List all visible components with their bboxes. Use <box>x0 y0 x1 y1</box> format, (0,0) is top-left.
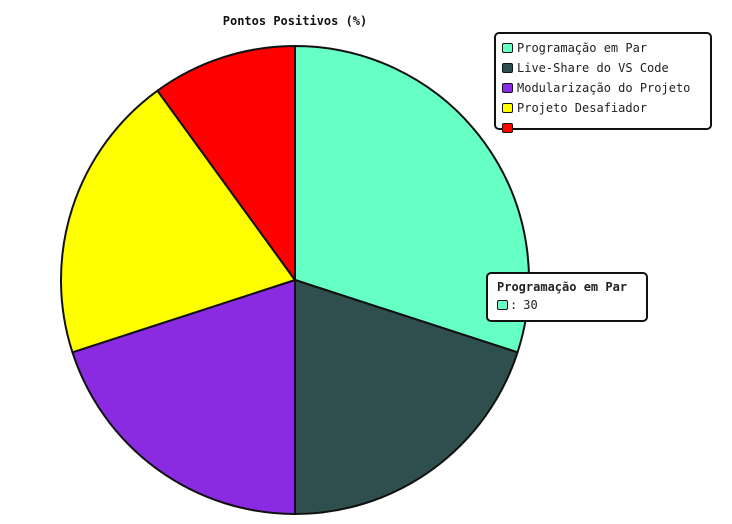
chart-legend: Programação em Par Live-Share do VS Code M… <box>494 32 712 133</box>
pie-slice-4[interactable] <box>59 89 296 354</box>
pie-slice-3[interactable] <box>71 279 296 515</box>
legend-label-1: Programação em Par <box>517 41 648 55</box>
tooltip-swatch <box>497 300 508 310</box>
legend-swatch-4 <box>502 103 513 113</box>
legend-item-1[interactable]: Programação em Par <box>502 38 710 58</box>
pie-slice-2[interactable] <box>294 279 519 515</box>
legend-swatch-1 <box>502 43 513 53</box>
legend-label-4: Projeto Desafiador <box>517 101 648 115</box>
tooltip-row: : 30 <box>497 298 646 312</box>
tooltip-separator: : <box>510 298 518 312</box>
chart-tooltip: Programação em Par : 30 <box>486 272 648 322</box>
legend-item-4[interactable]: Projeto Desafiador <box>502 98 710 118</box>
legend-item-2[interactable]: Live-Share do VS Code <box>502 58 710 78</box>
legend-label-2: Live-Share do VS Code <box>517 61 669 75</box>
legend-label-3: Modularização do Projeto <box>517 81 691 95</box>
legend-swatch-2 <box>502 63 513 73</box>
tooltip-value: 30 <box>523 298 538 312</box>
pie-slice-5[interactable] <box>156 45 296 281</box>
tooltip-title: Programação em Par <box>497 280 628 294</box>
legend-swatch-3 <box>502 83 513 93</box>
legend-swatch-5 <box>502 123 513 133</box>
legend-item-5[interactable] <box>502 118 710 138</box>
chart-title: Pontos Positivos (%) <box>222 14 368 28</box>
legend-item-3[interactable]: Modularização do Projeto <box>502 78 710 98</box>
